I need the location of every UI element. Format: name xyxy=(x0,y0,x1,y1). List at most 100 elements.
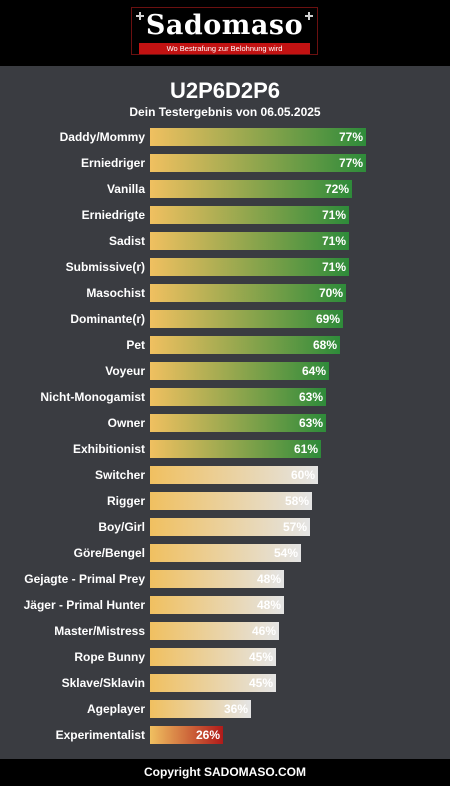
result-percent: 58% xyxy=(284,494,309,508)
result-row: Rigger 58% xyxy=(0,492,450,510)
result-percent: 64% xyxy=(301,364,326,378)
result-percent: 71% xyxy=(321,208,346,222)
result-percent: 63% xyxy=(298,416,323,430)
result-row: Rope Bunny 45% xyxy=(0,648,450,666)
result-percent: 69% xyxy=(315,312,340,326)
result-percent: 61% xyxy=(293,442,318,456)
result-row: Daddy/Mommy 77% xyxy=(0,128,450,146)
result-percent: 71% xyxy=(321,234,346,248)
result-bar: 46% xyxy=(150,622,279,640)
result-percent: 45% xyxy=(248,650,273,664)
copyright-text: Copyright SADOMASO.COM xyxy=(144,765,306,779)
result-label: Erniedriger xyxy=(80,156,145,170)
result-row: Vanilla 72% xyxy=(0,180,450,198)
result-row: Voyeur 64% xyxy=(0,362,450,380)
result-row: Gejagte - Primal Prey 48% xyxy=(0,570,450,588)
result-bar: 70% xyxy=(150,284,346,302)
result-bar: 68% xyxy=(150,336,340,354)
result-label: Dominante(r) xyxy=(70,312,145,326)
result-bar: 36% xyxy=(150,700,251,718)
result-bar: 60% xyxy=(150,466,318,484)
result-label: Vanilla xyxy=(106,182,145,196)
result-row: Pet 68% xyxy=(0,336,450,354)
result-label: Erniedrigte xyxy=(81,208,145,222)
result-percent: 71% xyxy=(321,260,346,274)
site-logo[interactable]: Sadomaso Wo Bestrafung zur Belohnung wir… xyxy=(131,7,318,55)
result-label: Ageplayer xyxy=(86,702,145,716)
result-percent: 72% xyxy=(324,182,349,196)
result-percent: 48% xyxy=(256,598,281,612)
result-label: Rope Bunny xyxy=(74,650,145,664)
result-bar: 45% xyxy=(150,648,276,666)
result-row: Switcher 60% xyxy=(0,466,450,484)
result-label: Gejagte - Primal Prey xyxy=(24,572,145,586)
result-label: Owner xyxy=(107,416,145,430)
result-bar: 45% xyxy=(150,674,276,692)
result-row: Sadist 71% xyxy=(0,232,450,250)
result-row: Nicht-Monogamist 63% xyxy=(0,388,450,406)
result-percent: 36% xyxy=(223,702,248,716)
result-percent: 48% xyxy=(256,572,281,586)
result-bar: 54% xyxy=(150,544,301,562)
result-percent: 46% xyxy=(251,624,276,638)
result-bar: 77% xyxy=(150,128,366,146)
result-bar: 26% xyxy=(150,726,223,744)
result-percent: 54% xyxy=(273,546,298,560)
result-label: Master/Mistress xyxy=(54,624,145,638)
result-percent: 77% xyxy=(338,156,363,170)
result-label: Jäger - Primal Hunter xyxy=(23,598,145,612)
result-row: Ageplayer 36% xyxy=(0,700,450,718)
result-percent: 77% xyxy=(338,130,363,144)
result-bar: 71% xyxy=(150,258,349,276)
result-label: Nicht-Monogamist xyxy=(40,390,145,404)
cross-icon xyxy=(305,12,313,20)
result-row: Jäger - Primal Hunter 48% xyxy=(0,596,450,614)
result-bar: 63% xyxy=(150,388,326,406)
result-percent: 60% xyxy=(290,468,315,482)
result-subtitle: Dein Testergebnis von 06.05.2025 xyxy=(129,105,321,119)
result-bar: 48% xyxy=(150,570,284,588)
result-bar: 63% xyxy=(150,414,326,432)
result-title: U2P6D2P6 xyxy=(169,78,281,103)
result-row: Boy/Girl 57% xyxy=(0,518,450,536)
result-row: Master/Mistress 46% xyxy=(0,622,450,640)
result-bar: 64% xyxy=(150,362,329,380)
result-label: Pet xyxy=(126,338,145,352)
result-label: Experimentalist xyxy=(55,728,145,742)
result-row: Submissive(r) 71% xyxy=(0,258,450,276)
site-header: Sadomaso Wo Bestrafung zur Belohnung wir… xyxy=(0,0,450,66)
result-label: Göre/Bengel xyxy=(73,546,145,560)
result-label: Sklave/Sklavin xyxy=(61,676,145,690)
result-percent: 70% xyxy=(318,286,343,300)
result-row: Dominante(r) 69% xyxy=(0,310,450,328)
result-row: Experimentalist 26% xyxy=(0,726,450,744)
result-row: Owner 63% xyxy=(0,414,450,432)
result-row: Masochist 70% xyxy=(0,284,450,302)
result-percent: 57% xyxy=(282,520,307,534)
cross-icon xyxy=(136,12,144,20)
site-footer: Copyright SADOMASO.COM xyxy=(0,759,450,786)
result-bar: 57% xyxy=(150,518,310,536)
result-bar: 61% xyxy=(150,440,321,458)
result-label: Daddy/Mommy xyxy=(59,130,145,144)
result-row: Erniedrigte 71% xyxy=(0,206,450,224)
result-row: Sklave/Sklavin 45% xyxy=(0,674,450,692)
result-label: Exhibitionist xyxy=(73,442,145,456)
result-bar: 48% xyxy=(150,596,284,614)
result-percent: 45% xyxy=(248,676,273,690)
result-label: Sadist xyxy=(108,234,145,248)
result-label: Rigger xyxy=(106,494,145,508)
logo-tagline: Wo Bestrafung zur Belohnung wird xyxy=(139,43,310,54)
result-row: Erniedriger 77% xyxy=(0,154,450,172)
result-label: Submissive(r) xyxy=(65,260,145,274)
result-percent: 68% xyxy=(312,338,337,352)
result-label: Switcher xyxy=(94,468,145,482)
result-bar: 71% xyxy=(150,232,349,250)
result-bar: 58% xyxy=(150,492,312,510)
result-percent: 26% xyxy=(195,728,220,742)
result-bar: 71% xyxy=(150,206,349,224)
result-label: Boy/Girl xyxy=(98,520,145,534)
result-bar: 77% xyxy=(150,154,366,172)
result-bar: 72% xyxy=(150,180,352,198)
result-row: Exhibitionist 61% xyxy=(0,440,450,458)
